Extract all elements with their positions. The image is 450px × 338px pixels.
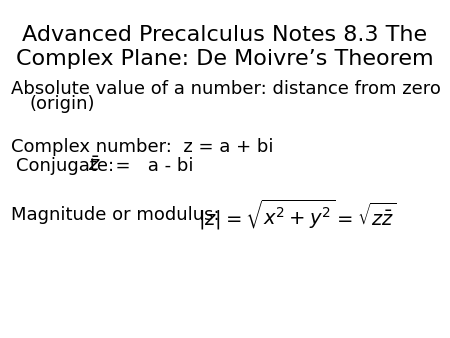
Text: (origin): (origin) — [29, 95, 95, 113]
Text: Complex number:  z = a + bi: Complex number: z = a + bi — [11, 138, 274, 156]
Text: $\bar{z}$: $\bar{z}$ — [88, 156, 100, 175]
Text: Magnitude or modulus:: Magnitude or modulus: — [11, 206, 220, 224]
Text: $|z| = \sqrt{x^2 + y^2} = \sqrt{z\bar{z}}$: $|z| = \sqrt{x^2 + y^2} = \sqrt{z\bar{z}… — [198, 197, 396, 232]
Text: =   a - bi: = a - bi — [104, 156, 194, 175]
Text: Complex Plane: De Moivre’s Theorem: Complex Plane: De Moivre’s Theorem — [16, 49, 434, 69]
Text: Conjugate:: Conjugate: — [16, 156, 120, 175]
Text: Absolute value of a number: distance from zero: Absolute value of a number: distance fro… — [11, 79, 441, 98]
Text: Advanced Precalculus Notes 8.3 The: Advanced Precalculus Notes 8.3 The — [22, 25, 427, 46]
